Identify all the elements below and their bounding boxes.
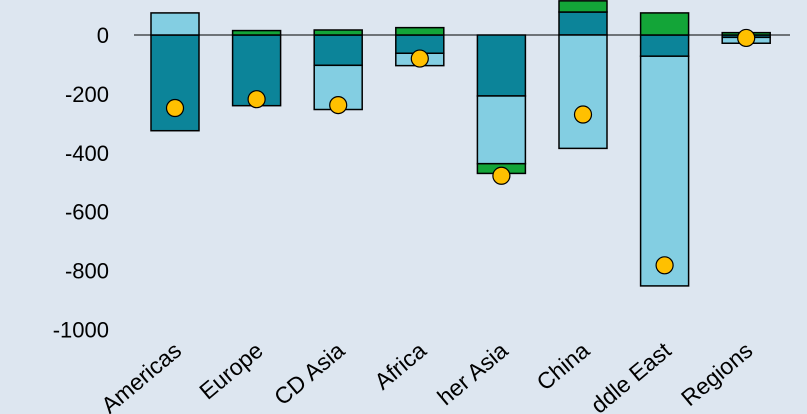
bar-americas-segment-2 [150,12,200,36]
y-tick-label-600: -600 [65,200,109,225]
category-label-oecd-asia: CD Asia [269,337,350,410]
bar-other-asia-segment-1 [476,34,527,97]
bars [150,0,771,287]
bar-oecd-asia-segment-3 [313,29,363,36]
category-label-middle-east: ddle East [586,337,677,414]
bar-europe-segment-3 [231,29,282,36]
marker-africa [410,49,429,68]
y-tick-label-400: -400 [65,141,109,166]
y-axis-ticks: 0 -200 -400 -600 -800 -1000 [53,23,109,343]
bar-africa-segment-3 [395,26,445,36]
category-label-other-regions: Regions [676,337,757,411]
y-tick-label-0: 0 [97,23,109,48]
category-labels: Americas Europe CD Asia Africa her Asia China… [96,337,757,414]
marker-other-asia [492,166,511,185]
bar-china-segment-3 [558,0,608,13]
marker-americas [165,98,185,118]
bar-middle-east-segment-1 [639,34,690,57]
bar-oecd-asia-segment-1 [313,34,363,67]
category-label-europe: Europe [194,337,268,405]
bar-middle-east-segment-2 [639,55,690,287]
category-label-americas: Americas [96,337,186,414]
category-label-other-asia: her Asia [432,337,513,410]
y-tick-label-1000: -1000 [53,318,109,343]
y-tick-label-200: -200 [65,82,109,107]
bar-middle-east-segment-3 [639,12,690,36]
marker-china [573,105,593,124]
y-tick-label-800: -800 [65,259,109,284]
category-label-china: China [531,337,594,396]
bar-china-segment-1 [558,11,608,36]
bar-other-asia-segment-2 [476,95,527,165]
marker-other-regions [737,28,756,48]
category-label-africa: Africa [369,337,431,395]
marker-middle-east [655,256,674,275]
marker-europe [247,90,266,109]
markers [165,28,756,275]
bar-china-segment-2 [558,34,608,150]
marker-oecd-asia [329,95,348,115]
